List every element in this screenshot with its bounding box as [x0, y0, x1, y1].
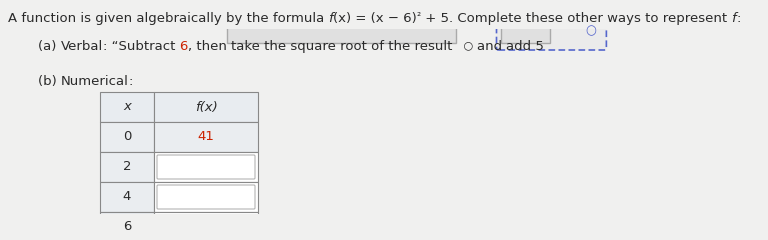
- Text: A function is given algebraically by the formula: A function is given algebraically by the…: [8, 12, 329, 25]
- Text: f(x): f(x): [194, 101, 217, 114]
- Text: add 5: add 5: [507, 40, 545, 53]
- Text: ○: ○: [460, 40, 477, 50]
- Text: (a): (a): [38, 40, 61, 53]
- Bar: [100, 152, 154, 182]
- Text: ○: ○: [585, 24, 596, 37]
- Text: : “Subtract: : “Subtract: [103, 40, 180, 53]
- Text: Verbal: Verbal: [61, 40, 103, 53]
- Text: :: :: [736, 12, 740, 25]
- Text: x: x: [123, 101, 131, 114]
- Bar: [501, 24, 551, 43]
- Bar: [154, 92, 258, 122]
- Text: f: f: [731, 12, 736, 25]
- Text: + 5. Complete these other ways to represent: + 5. Complete these other ways to repres…: [421, 12, 731, 25]
- Bar: [154, 152, 258, 182]
- Bar: [154, 212, 258, 240]
- Text: (x) = (x − 6): (x) = (x − 6): [333, 12, 417, 25]
- Bar: [100, 212, 154, 240]
- Text: 0: 0: [123, 131, 131, 144]
- Bar: [100, 92, 154, 122]
- Bar: [227, 24, 456, 43]
- Text: ²: ²: [417, 12, 421, 22]
- Bar: [100, 182, 154, 212]
- Text: f: f: [329, 12, 333, 25]
- FancyBboxPatch shape: [496, 11, 607, 50]
- Text: 41: 41: [197, 131, 214, 144]
- Text: and: and: [477, 40, 507, 53]
- FancyBboxPatch shape: [157, 155, 255, 179]
- Text: :: :: [129, 75, 134, 88]
- Text: , then: , then: [188, 40, 231, 53]
- Bar: [154, 182, 258, 212]
- Text: 6: 6: [180, 40, 188, 53]
- Text: (b): (b): [38, 75, 61, 88]
- Bar: [100, 122, 154, 152]
- FancyBboxPatch shape: [157, 215, 255, 239]
- Text: 6: 6: [123, 221, 131, 234]
- Text: take the square root of the result: take the square root of the result: [231, 40, 452, 53]
- FancyBboxPatch shape: [157, 185, 255, 209]
- Bar: [154, 122, 258, 152]
- Text: 2: 2: [123, 161, 131, 174]
- Text: Numerical: Numerical: [61, 75, 129, 88]
- Text: 4: 4: [123, 191, 131, 204]
